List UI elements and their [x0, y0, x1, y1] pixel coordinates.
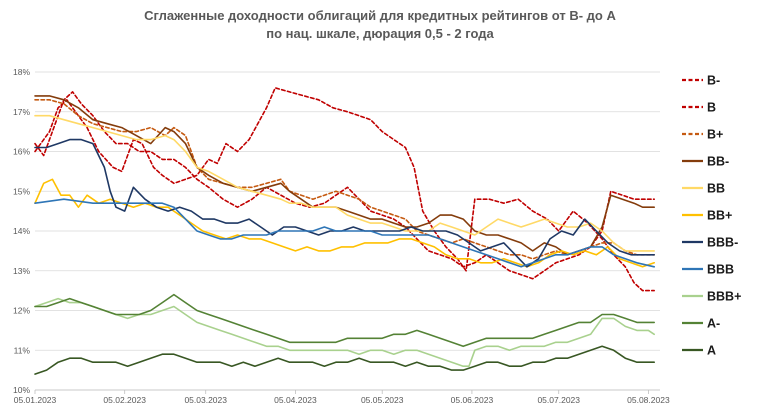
y-tick-label: 17%: [13, 107, 30, 117]
legend-label-bbbplus: BBB+: [707, 290, 741, 304]
x-tick-label: 05.02.2023: [103, 395, 146, 405]
legend-label-bbminus: BB-: [707, 155, 729, 169]
x-tick-label: 05.04.2023: [274, 395, 317, 405]
y-tick-label: 13%: [13, 266, 30, 276]
y-tick-label: 14%: [13, 226, 30, 236]
legend-label-bbbminus: BBB-: [707, 236, 738, 250]
x-tick-label: 05.08.2023: [627, 395, 670, 405]
series-line-b: [34, 91, 655, 280]
legend-label-b: B: [707, 101, 716, 115]
series-line-bplus: [34, 99, 655, 260]
chart-title-line-1: Сглаженные доходности облигаций для кред…: [144, 8, 616, 23]
series-group: [34, 87, 655, 375]
legend-label-bb: BB: [707, 182, 725, 196]
legend-label-a: A: [707, 344, 716, 358]
y-tick-label: 11%: [14, 345, 31, 355]
series-line-a: [34, 345, 655, 375]
series-line-bbb: [34, 198, 655, 268]
x-axis: 05.01.2023 05.02.2023 05.03.2023 05.04.2023…: [14, 390, 670, 405]
x-tick-label: 05.05.2023: [361, 395, 404, 405]
x-tick-label: 05.07.2023: [537, 395, 580, 405]
y-tick-label: 18%: [13, 67, 30, 77]
chart-title-line-2: по нац. шкале, дюрация 0,5 - 2 года: [266, 26, 494, 41]
series-line-aminus: [34, 293, 655, 348]
series-line-bbplus: [34, 178, 655, 268]
y-tick-label: 10%: [13, 385, 30, 395]
y-tick-label: 15%: [13, 186, 30, 196]
series-line-bbbplus: [34, 297, 655, 367]
y-axis: 10% 11% 12% 13% 14% 15% 16% 17% 18%: [13, 67, 30, 395]
legend-label-bplus: B+: [707, 128, 723, 142]
legend-label-aminus: A-: [707, 317, 720, 331]
y-tick-label: 12%: [13, 306, 30, 316]
x-tick-label: 05.03.2023: [184, 395, 227, 405]
y-tick-label: 16%: [13, 147, 30, 157]
x-tick-label: 05.06.2023: [451, 395, 494, 405]
x-tick-label: 05.01.2023: [14, 395, 57, 405]
series-line-bb: [34, 114, 655, 252]
legend-label-bminus: B-: [707, 74, 720, 88]
legend-label-bbb: BBB: [707, 263, 734, 277]
legend-label-bbplus: BB+: [707, 209, 732, 223]
